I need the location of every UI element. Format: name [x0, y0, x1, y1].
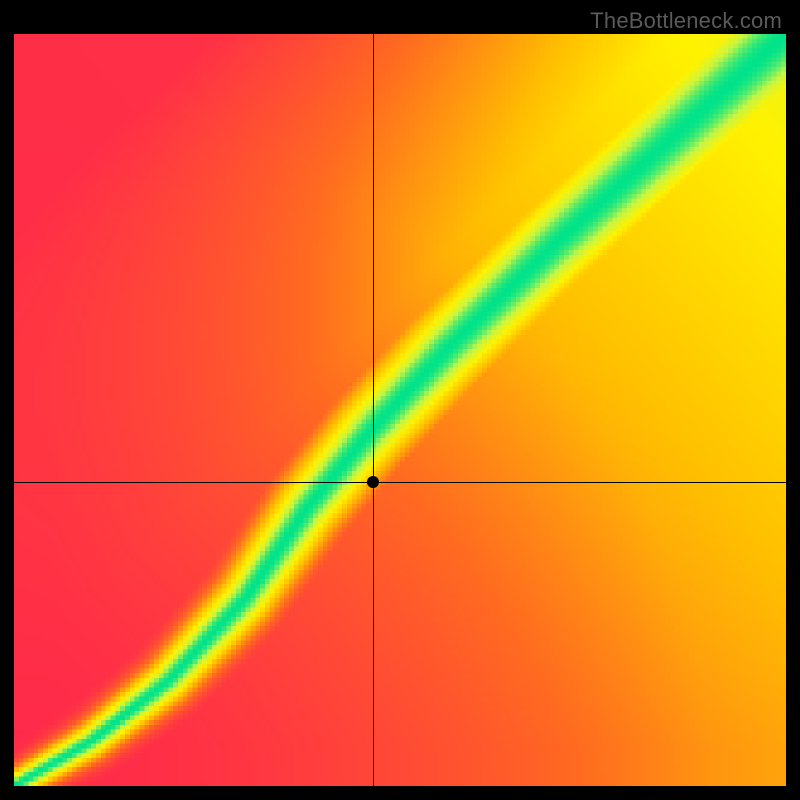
data-point-marker — [367, 476, 379, 488]
crosshair-horizontal — [14, 482, 786, 483]
heatmap-area — [14, 34, 786, 786]
crosshair-vertical — [373, 34, 374, 786]
heatmap-canvas — [14, 34, 786, 786]
chart-container: TheBottleneck.com — [0, 0, 800, 800]
watermark-text: TheBottleneck.com — [590, 8, 782, 34]
